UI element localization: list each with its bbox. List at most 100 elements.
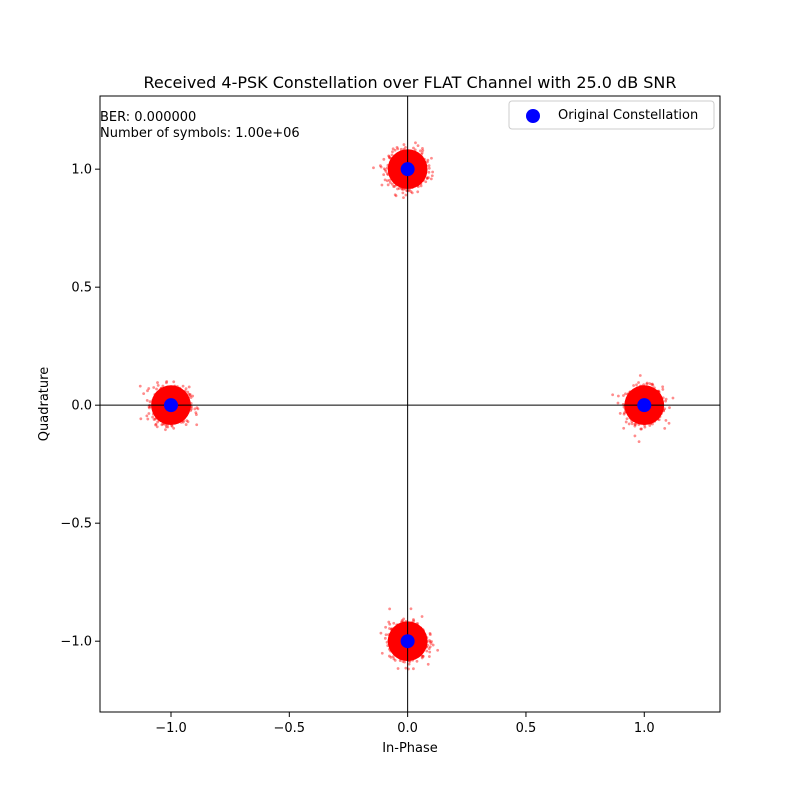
received-point [399, 147, 403, 151]
received-point [178, 398, 182, 402]
received-point [418, 634, 422, 638]
received-point [178, 409, 182, 412]
received-point [398, 186, 401, 190]
received-point [149, 405, 152, 409]
received-point [161, 402, 165, 406]
received-point [634, 414, 638, 418]
received-point [626, 393, 630, 396]
y-tick-label: 0.5 [71, 281, 92, 296]
received-point [167, 394, 171, 398]
received-point [176, 391, 180, 394]
received-point [421, 177, 425, 181]
received-point [628, 393, 632, 397]
received-point [642, 391, 646, 395]
received-point [417, 156, 421, 160]
received-point [399, 644, 403, 648]
received-point [417, 163, 421, 167]
received-point [631, 408, 635, 412]
received-point [399, 649, 403, 653]
received-point [639, 416, 643, 420]
received-point [178, 398, 182, 402]
received-point [412, 645, 416, 649]
received-point [165, 413, 169, 417]
received-point [401, 631, 405, 635]
received-point [161, 408, 165, 412]
received-point [638, 384, 642, 388]
received-point [651, 402, 655, 405]
received-point [396, 176, 400, 180]
received-point [633, 434, 637, 438]
received-point [412, 645, 416, 649]
received-point [421, 654, 425, 658]
received-point [399, 632, 402, 636]
received-point [424, 164, 428, 168]
received-point [634, 414, 638, 418]
received-point [164, 388, 168, 392]
received-point [395, 644, 399, 648]
received-point [431, 170, 435, 174]
received-point [395, 168, 399, 172]
received-point [653, 411, 657, 415]
received-point [403, 657, 406, 661]
received-point [167, 416, 171, 420]
received-point [653, 398, 656, 402]
received-point [394, 166, 398, 170]
received-point [651, 409, 655, 413]
received-point [384, 633, 388, 637]
received-point [630, 396, 633, 399]
received-point [389, 166, 392, 170]
received-point [400, 626, 404, 629]
received-point [401, 175, 405, 178]
received-point [403, 652, 407, 656]
received-point [168, 412, 172, 415]
received-point [653, 412, 656, 416]
received-point [648, 394, 652, 397]
received-point [165, 416, 169, 420]
received-point [658, 394, 661, 398]
received-point [183, 389, 187, 393]
received-point [145, 414, 149, 418]
received-point [176, 399, 180, 403]
received-point [634, 410, 638, 414]
received-point [416, 152, 420, 156]
received-point [169, 395, 173, 399]
received-point [633, 396, 637, 400]
received-point [411, 649, 415, 653]
received-point [633, 398, 637, 402]
received-point [622, 405, 626, 409]
received-point [641, 415, 645, 418]
received-point [642, 413, 645, 417]
received-point [632, 391, 636, 395]
received-point [423, 173, 427, 177]
received-point [384, 625, 387, 629]
received-point [650, 406, 654, 410]
x-axis-label: In-Phase [382, 741, 438, 756]
received-point [399, 630, 403, 634]
received-point [392, 640, 395, 644]
received-point [649, 413, 653, 417]
received-point [395, 172, 399, 176]
received-point [159, 414, 163, 418]
received-point [651, 405, 655, 409]
received-point [402, 625, 406, 629]
received-point [414, 627, 417, 631]
received-point [422, 171, 426, 175]
received-point [419, 648, 422, 652]
received-point [639, 412, 643, 416]
received-point [396, 173, 400, 177]
received-point [182, 399, 186, 403]
received-point [409, 154, 413, 158]
received-point [399, 177, 403, 181]
received-point [395, 145, 399, 149]
received-point [631, 393, 634, 397]
received-point [172, 411, 176, 414]
received-point [181, 412, 185, 416]
received-point [400, 625, 404, 628]
received-point [162, 411, 166, 414]
received-point [416, 639, 420, 642]
received-point [415, 644, 418, 648]
received-point [417, 168, 421, 172]
received-point [649, 420, 653, 423]
received-point [654, 408, 658, 412]
received-point [648, 382, 652, 385]
